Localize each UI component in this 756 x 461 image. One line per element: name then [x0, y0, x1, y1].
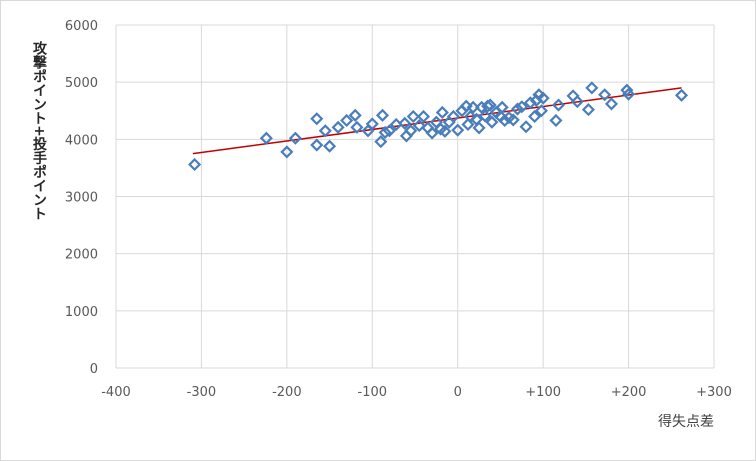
data-point — [461, 117, 475, 132]
data-points — [188, 81, 689, 172]
data-point — [435, 105, 449, 120]
y-tick-label: 1000 — [65, 305, 98, 320]
x-tick-label: -200 — [272, 385, 302, 400]
data-point — [478, 109, 492, 123]
data-point — [378, 125, 392, 140]
trendline — [192, 87, 682, 155]
data-point — [318, 124, 332, 138]
data-point — [310, 112, 324, 126]
data-point — [570, 95, 584, 109]
data-point — [425, 126, 439, 140]
data-point — [310, 138, 324, 152]
x-tick-label: +300 — [696, 385, 732, 400]
y-axis-label: 攻撃ポイント+投手ポイント — [31, 40, 47, 221]
x-tick-label: +200 — [611, 385, 647, 400]
data-point — [472, 121, 486, 135]
gridlines — [115, 24, 715, 369]
data-point — [523, 96, 537, 110]
x-tick-label: -100 — [358, 385, 388, 400]
data-point — [375, 108, 390, 122]
data-point — [288, 131, 302, 145]
data-point — [622, 87, 636, 101]
data-point — [416, 109, 431, 124]
data-point — [323, 139, 337, 153]
data-point — [398, 116, 412, 130]
data-point — [463, 109, 478, 124]
data-point — [348, 108, 362, 122]
data-point — [536, 91, 550, 105]
data-point — [585, 81, 599, 95]
x-axis-ticks: -400 -300 -200 -100 0 +100 +200 +300 — [101, 385, 732, 400]
data-point — [534, 104, 548, 118]
y-tick-label: 3000 — [65, 191, 98, 206]
data-point — [446, 109, 460, 124]
data-point — [350, 120, 364, 134]
data-point — [438, 124, 452, 138]
data-point — [483, 98, 497, 112]
data-point — [549, 113, 563, 128]
data-point — [528, 109, 542, 124]
y-axis-ticks: 0 1000 2000 3000 4000 5000 6000 — [65, 19, 98, 377]
x-tick-label: +100 — [525, 385, 561, 400]
data-point — [374, 135, 388, 149]
data-point — [331, 120, 345, 134]
data-point — [674, 88, 689, 102]
y-tick-label: 6000 — [65, 19, 98, 34]
data-point — [365, 117, 379, 131]
y-tick-label: 4000 — [65, 133, 98, 148]
x-tick-label: -400 — [101, 385, 131, 400]
x-tick-label: -300 — [187, 385, 217, 400]
data-point — [188, 157, 202, 172]
data-point — [406, 109, 420, 124]
data-point — [515, 100, 529, 114]
data-point — [485, 115, 499, 129]
data-point — [259, 131, 273, 145]
data-point — [551, 98, 566, 112]
data-point — [620, 83, 634, 97]
data-point — [404, 124, 418, 138]
data-point — [581, 103, 595, 117]
data-point — [519, 120, 533, 134]
data-point — [451, 123, 465, 137]
trendline-layer — [192, 87, 682, 155]
y-tick-label: 5000 — [65, 76, 98, 91]
data-point — [412, 119, 426, 133]
y-tick-label: 2000 — [65, 248, 98, 263]
data-point — [340, 113, 354, 128]
data-point — [495, 100, 509, 114]
data-point — [510, 102, 525, 116]
data-point — [604, 97, 619, 111]
data-point — [280, 145, 294, 159]
data-point — [466, 100, 480, 114]
data-point — [382, 124, 396, 138]
x-axis-label: 得失点差 — [658, 413, 714, 430]
data-point — [598, 88, 612, 102]
x-tick-label: 0 — [454, 385, 462, 400]
data-point — [506, 113, 520, 127]
y-tick-label: 0 — [90, 362, 98, 377]
